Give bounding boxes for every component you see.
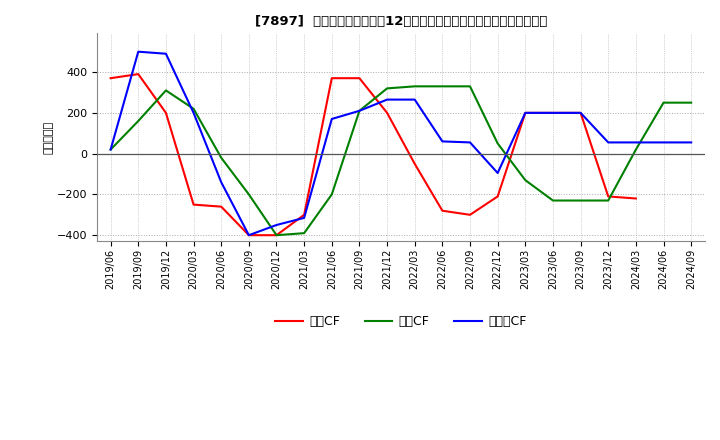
フリーCF	[576, 110, 585, 115]
営業CF	[328, 76, 336, 81]
フリーCF	[300, 215, 308, 220]
営業CF	[189, 202, 198, 207]
フリーCF	[549, 110, 557, 115]
営業CF	[107, 76, 115, 81]
営業CF	[631, 196, 640, 201]
営業CF	[161, 110, 170, 115]
投資CF	[217, 155, 225, 160]
営業CF	[383, 110, 392, 115]
投資CF	[245, 192, 253, 197]
フリーCF	[631, 140, 640, 145]
投資CF	[660, 100, 668, 105]
Y-axis label: （百万円）: （百万円）	[44, 121, 54, 154]
投資CF	[328, 192, 336, 197]
営業CF	[493, 194, 502, 199]
フリーCF	[466, 140, 474, 145]
投資CF	[604, 198, 613, 203]
フリーCF	[383, 97, 392, 102]
Title: [7897]  キャッシュフローの12か月移動合計の対前年同期増減額の推移: [7897] キャッシュフローの12か月移動合計の対前年同期増減額の推移	[255, 15, 547, 28]
営業CF	[549, 110, 557, 115]
営業CF	[300, 212, 308, 217]
投資CF	[687, 100, 696, 105]
営業CF	[134, 71, 143, 77]
フリーCF	[493, 170, 502, 176]
営業CF	[410, 161, 419, 166]
フリーCF	[660, 140, 668, 145]
投資CF	[189, 106, 198, 111]
投資CF	[134, 118, 143, 124]
Line: 営業CF: 営業CF	[111, 74, 636, 235]
投資CF	[161, 88, 170, 93]
投資CF	[521, 177, 530, 183]
投資CF	[383, 86, 392, 91]
投資CF	[493, 141, 502, 146]
フリーCF	[328, 116, 336, 121]
フリーCF	[355, 108, 364, 114]
フリーCF	[521, 110, 530, 115]
営業CF	[466, 212, 474, 217]
投資CF	[576, 198, 585, 203]
営業CF	[245, 233, 253, 238]
フリーCF	[134, 49, 143, 54]
営業CF	[217, 204, 225, 209]
投資CF	[631, 147, 640, 152]
フリーCF	[410, 97, 419, 102]
Line: フリーCF: フリーCF	[111, 51, 691, 235]
フリーCF	[217, 180, 225, 185]
フリーCF	[687, 140, 696, 145]
フリーCF	[189, 110, 198, 115]
フリーCF	[161, 51, 170, 56]
営業CF	[576, 110, 585, 115]
営業CF	[272, 233, 281, 238]
投資CF	[355, 108, 364, 114]
投資CF	[466, 84, 474, 89]
投資CF	[107, 147, 115, 152]
営業CF	[438, 208, 446, 213]
フリーCF	[272, 222, 281, 227]
投資CF	[272, 233, 281, 238]
フリーCF	[438, 139, 446, 144]
投資CF	[549, 198, 557, 203]
Line: 投資CF: 投資CF	[111, 86, 691, 235]
営業CF	[355, 76, 364, 81]
営業CF	[521, 110, 530, 115]
フリーCF	[245, 233, 253, 238]
投資CF	[410, 84, 419, 89]
フリーCF	[107, 147, 115, 152]
投資CF	[300, 231, 308, 236]
Legend: 営業CF, 投資CF, フリーCF: 営業CF, 投資CF, フリーCF	[270, 310, 531, 333]
営業CF	[604, 194, 613, 199]
フリーCF	[604, 140, 613, 145]
投資CF	[438, 84, 446, 89]
